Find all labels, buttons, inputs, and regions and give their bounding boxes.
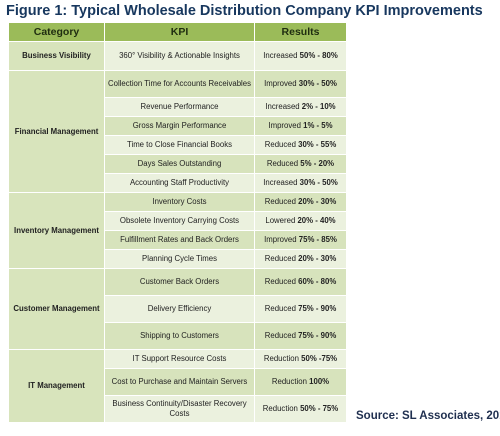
result-range: 2% - 10% — [301, 102, 336, 111]
header-row: Category KPI Results — [8, 22, 347, 42]
table-row: Business Visibility 360° Visibility & Act… — [8, 41, 347, 71]
table-row: Days Sales Outstanding Reduced 5% - 20% — [9, 154, 347, 174]
result-cell: Increased 2% - 10% — [254, 97, 347, 117]
result-cell: Reduction 50% - 75% — [254, 395, 347, 423]
table-row: Customer Management Customer Back Orders R… — [8, 268, 347, 350]
result-cell: Increased 50% - 80% — [254, 41, 347, 71]
result-range: 100% — [309, 377, 330, 386]
table-row: Planning Cycle Times Reduced 20% - 30% — [9, 249, 347, 269]
kpi-cell: Revenue Performance — [104, 97, 255, 117]
kpi-cell: Shipping to Customers — [104, 322, 255, 350]
kpi-cell: IT Support Resource Costs — [104, 349, 255, 369]
category-cell: IT Management — [8, 349, 105, 423]
result-cell: Reduced 5% - 20% — [254, 154, 347, 174]
kpi-cell: 360° Visibility & Actionable Insights — [104, 41, 255, 71]
table-row: Delivery Efficiency Reduced 75% - 90% — [9, 295, 347, 323]
kpi-cell: Customer Back Orders — [104, 268, 255, 296]
result-cell: Reduced 20% - 30% — [254, 192, 347, 212]
kpi-cell: Time to Close Financial Books — [104, 135, 255, 155]
category-cell: Inventory Management — [8, 192, 105, 269]
source-note: Source: SL Associates, 2014 — [356, 410, 500, 422]
kpi-cell: Delivery Efficiency — [104, 295, 255, 323]
table-row: Cost to Purchase and Maintain Servers Red… — [9, 368, 347, 396]
result-direction: Reduced — [266, 159, 299, 168]
table-row: Financial Management Collection Time for … — [8, 70, 347, 193]
table-row: Shipping to Customers Reduced 75% - 90% — [9, 322, 347, 350]
result-cell: Reduced 20% - 30% — [254, 249, 347, 269]
result-direction: Reduction — [262, 404, 298, 413]
table-row: IT Management IT Support Resource Costs Re… — [8, 349, 347, 423]
result-direction: Improved — [268, 121, 301, 130]
table-row: Time to Close Financial Books Reduced 30%… — [9, 135, 347, 155]
result-cell: Lowered 20% - 40% — [254, 211, 347, 231]
kpi-cell: Fulfillment Rates and Back Orders — [104, 230, 255, 250]
kpi-cell: Accounting Staff Productivity — [104, 173, 255, 193]
result-direction: Increased — [263, 178, 298, 187]
kpi-cell: Business Continuity/Disaster Recovery Co… — [104, 395, 255, 423]
result-range: 60% - 80% — [298, 277, 337, 286]
result-direction: Reduction — [263, 354, 299, 363]
result-direction: Reduced — [264, 277, 296, 286]
kpi-cell: Days Sales Outstanding — [104, 154, 255, 174]
result-cell: Reduced 60% - 80% — [254, 268, 347, 296]
result-range: 50% - 80% — [299, 51, 338, 60]
kpi-cell: Cost to Purchase and Maintain Servers — [104, 368, 255, 396]
result-direction: Lowered — [265, 216, 296, 225]
category-cell: Financial Management — [8, 70, 105, 193]
kpi-cell: Collection Time for Accounts Receivables — [104, 70, 255, 98]
result-range: 50% - 75% — [300, 404, 339, 413]
result-direction: Increased — [265, 102, 300, 111]
result-range: 30% - 55% — [298, 140, 337, 149]
figure-title: Figure 1: Typical Wholesale Distribution… — [6, 3, 483, 19]
kpi-cell: Gross Margin Performance — [104, 116, 255, 136]
kpi-cell: Obsolete Inventory Carrying Costs — [104, 211, 255, 231]
result-cell: Reduction 100% — [254, 368, 347, 396]
result-range: 1% - 5% — [303, 121, 333, 130]
table-row: Fulfillment Rates and Back Orders Improve… — [9, 230, 347, 250]
result-range: 5% - 20% — [300, 159, 335, 168]
result-cell: Improved 75% - 85% — [254, 230, 347, 250]
result-range: 30% - 50% — [298, 79, 337, 88]
result-range: 50% -75% — [301, 354, 338, 363]
kpi-header: KPI — [104, 22, 255, 42]
result-cell: Reduction 50% -75% — [254, 349, 347, 369]
result-direction: Reduced — [264, 197, 296, 206]
table-row: Obsolete Inventory Carrying Costs Lowered… — [9, 211, 347, 231]
result-cell: Reduced 75% - 90% — [254, 322, 347, 350]
results-header: Results — [254, 22, 347, 42]
table-row: Business Continuity/Disaster Recovery Co… — [9, 395, 347, 423]
kpi-cell: Inventory Costs — [104, 192, 255, 212]
result-direction: Improved — [264, 235, 297, 244]
result-cell: Improved 1% - 5% — [254, 116, 347, 136]
result-range: 20% - 30% — [298, 254, 337, 263]
result-direction: Reduction — [271, 377, 307, 386]
result-range: 20% - 40% — [297, 216, 336, 225]
table-row: Inventory Management Inventory Costs Reduc… — [8, 192, 347, 269]
category-header: Category — [8, 22, 105, 42]
result-cell: Improved 30% - 50% — [254, 70, 347, 98]
kpi-cell: Planning Cycle Times — [104, 249, 255, 269]
result-range: 75% - 85% — [298, 235, 337, 244]
result-cell: Reduced 30% - 55% — [254, 135, 347, 155]
result-range: 20% - 30% — [298, 197, 337, 206]
result-direction: Improved — [264, 79, 297, 88]
result-direction: Increased — [263, 51, 298, 60]
result-direction: Reduced — [264, 140, 296, 149]
result-cell: Reduced 75% - 90% — [254, 295, 347, 323]
category-cell: Customer Management — [8, 268, 105, 350]
result-cell: Increased 30% - 50% — [254, 173, 347, 193]
table-row: Revenue Performance Increased 2% - 10% — [9, 97, 347, 117]
table-body: Business Visibility 360° Visibility & Act… — [8, 41, 347, 423]
table-row: Accounting Staff Productivity Increased 3… — [9, 173, 347, 193]
result-range: 30% - 50% — [299, 178, 338, 187]
result-direction: Reduced — [264, 331, 296, 340]
result-range: 75% - 90% — [298, 331, 337, 340]
category-cell: Business Visibility — [8, 41, 105, 71]
result-direction: Reduced — [264, 304, 296, 313]
result-direction: Reduced — [264, 254, 296, 263]
kpi-table: Category KPI Results Business Visibility… — [8, 22, 347, 423]
result-range: 75% - 90% — [298, 304, 337, 313]
